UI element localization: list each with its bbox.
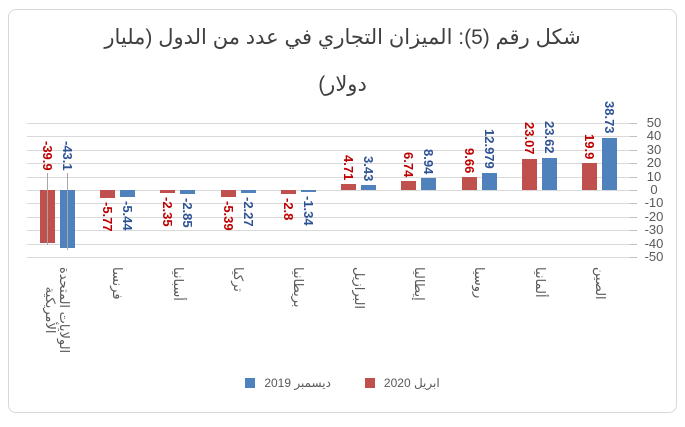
- legend-swatch: [245, 378, 256, 388]
- bar: [361, 185, 377, 190]
- legend-swatch: [364, 378, 375, 388]
- y-axis-label: 30: [646, 141, 662, 157]
- category-label: الصين: [592, 267, 608, 300]
- gridline: [27, 176, 630, 178]
- chart-title-line2: دولار): [318, 73, 367, 96]
- y-axis-label: -10: [644, 195, 664, 211]
- y-axis-label: 10: [646, 168, 662, 184]
- category-label: ألمانيا: [532, 267, 548, 298]
- gridline: [27, 149, 630, 151]
- category-label: البرازيل: [351, 267, 367, 310]
- axis-tick: [630, 257, 637, 258]
- bar: [542, 158, 558, 190]
- gridline: [27, 230, 630, 232]
- legend-label: ابريل 2020: [383, 376, 440, 390]
- axis-tick: [630, 243, 637, 245]
- category-label: بريطانيا: [291, 267, 307, 308]
- bar: [582, 163, 598, 190]
- legend: ديسمبر 2019 ابريل 2020: [8, 376, 677, 390]
- legend-label: ديسمبر 2019: [264, 376, 331, 390]
- category-label: إيطاليا: [411, 267, 427, 301]
- axis-tick: [630, 163, 637, 165]
- gridline: [27, 216, 630, 218]
- y-axis-label: -40: [644, 235, 664, 251]
- y-axis-label: -50: [644, 249, 664, 264]
- category-label: روسيا: [472, 267, 488, 299]
- y-axis-label: 0: [650, 182, 658, 197]
- bar: [220, 190, 236, 198]
- bar: [421, 178, 437, 190]
- y-axis-label: 50: [646, 115, 662, 130]
- axis-tick: [630, 176, 637, 178]
- axis-tick: [630, 136, 637, 138]
- bar: [602, 138, 618, 190]
- y-axis-label: 20: [646, 155, 662, 171]
- leader-line: [46, 173, 48, 246]
- gridline: [27, 257, 630, 258]
- y-axis-label: 40: [646, 128, 662, 144]
- chart-title-line1: شكل رقم (5): الميزان التجاري في عدد من ا…: [104, 26, 581, 49]
- axis-tick: [630, 149, 637, 151]
- category-label: تركيا: [231, 267, 247, 292]
- gridline: [27, 203, 630, 205]
- axis-tick: [630, 216, 637, 218]
- gridline: [27, 136, 630, 138]
- bar: [180, 190, 196, 194]
- bar: [99, 190, 115, 198]
- bar: [481, 172, 497, 190]
- bar: [300, 190, 316, 192]
- leader-line: [66, 173, 68, 250]
- y-axis-label: -30: [644, 222, 664, 238]
- y-axis-label: -20: [644, 208, 664, 224]
- bar: [119, 190, 135, 198]
- bar: [341, 183, 357, 190]
- gridline: [27, 190, 630, 191]
- axis-tick: [630, 123, 637, 124]
- category-label: الولايات المتحدة الأمريكية: [43, 267, 73, 354]
- legend-item: ابريل 2020: [364, 376, 440, 390]
- gridline: [27, 163, 630, 165]
- bar: [240, 190, 256, 194]
- category-label: أسبانيا: [170, 267, 186, 301]
- axis-tick: [630, 230, 637, 232]
- bar: [522, 159, 538, 190]
- bar: [160, 190, 176, 194]
- bar: [461, 177, 477, 190]
- axis-tick: [630, 203, 637, 205]
- chart-title: شكل رقم (5): الميزان التجاري في عدد من ا…: [8, 14, 677, 108]
- bar: [280, 190, 296, 194]
- bar: [401, 180, 417, 190]
- category-label: فرنسا: [110, 267, 126, 300]
- gridline: [27, 243, 630, 245]
- gridline: [27, 123, 630, 124]
- axis-tick: [630, 190, 637, 191]
- legend-item: ديسمبر 2019: [245, 376, 331, 390]
- chart-frame: [8, 9, 677, 413]
